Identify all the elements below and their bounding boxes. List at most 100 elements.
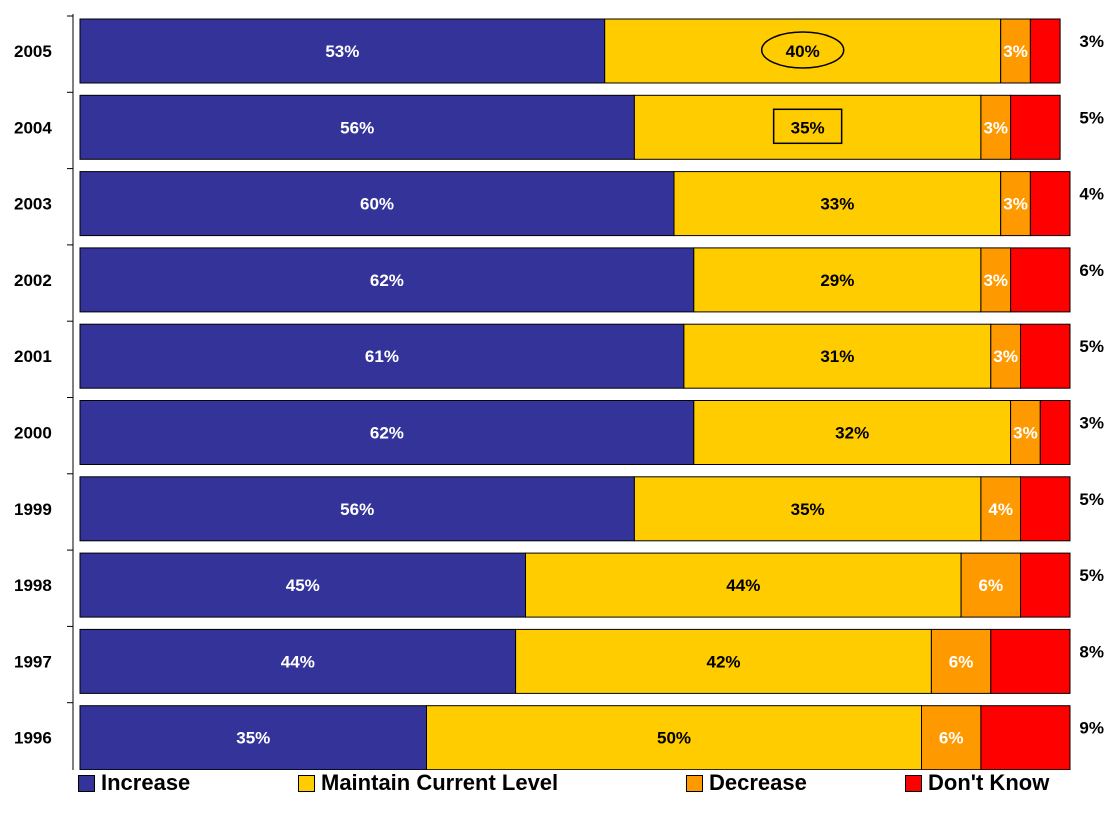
data-label-decrease: 3%: [983, 118, 1008, 137]
data-label-maintain-current-level: 50%: [657, 729, 691, 748]
bar-segment-increase: [79, 628, 517, 694]
bar-segment-decrease: [960, 552, 1021, 618]
legend-item-decrease: Decrease: [686, 770, 807, 796]
bar-segment-don-t-know: [1020, 552, 1071, 618]
category-label-2003: 2003: [14, 195, 52, 214]
bar-segment-decrease: [980, 476, 1022, 542]
data-label-increase: 60%: [360, 195, 394, 214]
data-label-increase: 62%: [370, 271, 404, 290]
bar-segment-maintain-current-level: [683, 323, 992, 389]
data-label-decrease: 3%: [1003, 195, 1028, 214]
category-label-2004: 2004: [14, 118, 52, 137]
data-label-don-t-know: 3%: [1079, 32, 1104, 51]
bar-segment-increase: [79, 323, 685, 389]
data-label-don-t-know: 5%: [1079, 337, 1104, 356]
data-label-don-t-know: 5%: [1079, 490, 1104, 509]
category-label-2000: 2000: [14, 424, 52, 443]
legend-label: Decrease: [709, 770, 807, 795]
bar-segment-don-t-know: [1029, 171, 1071, 237]
data-label-don-t-know: 9%: [1079, 719, 1104, 738]
legend-item-don-t-know: Don't Know: [905, 770, 1049, 796]
annotation-ellipse: [760, 31, 845, 69]
bar-segment-maintain-current-level: [633, 94, 982, 160]
data-label-decrease: 6%: [949, 652, 974, 671]
legend-label: Maintain Current Level: [321, 770, 559, 795]
data-label-maintain-current-level: 29%: [820, 271, 854, 290]
bar-segment-maintain-current-level: [673, 171, 1002, 237]
data-label-decrease: 4%: [988, 500, 1013, 519]
data-label-decrease: 6%: [939, 729, 964, 748]
data-label-maintain-current-level: 33%: [820, 195, 854, 214]
bar-segment-don-t-know: [1020, 323, 1071, 389]
bar-segment-don-t-know: [1039, 400, 1071, 465]
bar-segment-increase: [79, 476, 635, 542]
bar-segment-maintain-current-level: [525, 552, 962, 618]
data-label-don-t-know: 5%: [1079, 566, 1104, 585]
bar-segment-don-t-know: [990, 628, 1071, 694]
data-label-decrease: 3%: [983, 271, 1008, 290]
data-label-decrease: 3%: [993, 347, 1018, 366]
legend-swatch: [298, 774, 315, 792]
data-label-increase: 44%: [281, 652, 315, 671]
stacked-bar-chart: 2005 53% 40% 3% 3% 2004 56% 35% 3% 5% 2003 60% 33% 3%…: [14, 14, 1104, 770]
data-label-maintain-current-level: 31%: [820, 347, 854, 366]
category-label-2005: 2005: [14, 42, 52, 61]
bar-segment-increase: [79, 705, 427, 770]
data-label-maintain-current-level: 40%: [786, 42, 820, 61]
data-label-increase: 45%: [286, 576, 320, 595]
bar-segment-decrease: [930, 628, 992, 694]
data-label-decrease: 6%: [979, 576, 1004, 595]
bar-segment-decrease: [1010, 400, 1041, 465]
legend: Increase Maintain Current Level Decrease Do…: [0, 770, 1111, 810]
bar-segment-don-t-know: [1010, 247, 1071, 313]
bar-segment-decrease: [990, 323, 1021, 389]
bar-segment-maintain-current-level: [693, 400, 1012, 465]
data-label-maintain-current-level: 32%: [835, 424, 869, 443]
data-label-don-t-know: 6%: [1079, 261, 1104, 280]
legend-item-maintain-current-level: Maintain Current Level: [298, 770, 558, 796]
category-label-1998: 1998: [14, 576, 52, 595]
data-label-maintain-current-level: 35%: [791, 118, 825, 137]
category-label-1997: 1997: [14, 652, 52, 671]
legend-label: Increase: [101, 770, 191, 795]
data-label-maintain-current-level: 44%: [726, 576, 760, 595]
data-label-decrease: 3%: [1013, 424, 1038, 443]
bar-segment-don-t-know: [980, 705, 1071, 770]
category-label-1996: 1996: [14, 729, 52, 748]
bar-segment-don-t-know: [1029, 18, 1061, 84]
bar-segment-maintain-current-level: [515, 628, 932, 694]
data-label-maintain-current-level: 35%: [791, 500, 825, 519]
data-label-increase: 56%: [340, 500, 374, 519]
bar-segment-decrease: [921, 705, 982, 770]
data-label-don-t-know: 8%: [1079, 642, 1104, 661]
legend-swatch: [905, 774, 922, 792]
data-label-don-t-know: 5%: [1079, 108, 1104, 127]
data-label-don-t-know: 4%: [1079, 185, 1104, 204]
data-label-increase: 56%: [340, 118, 374, 137]
legend-swatch: [686, 774, 703, 792]
data-label-increase: 61%: [365, 347, 399, 366]
annotation-rectangle: [772, 108, 843, 145]
bar-segment-maintain-current-level: [604, 18, 1002, 84]
bar-segment-decrease: [1000, 171, 1031, 237]
bar-segment-maintain-current-level: [633, 476, 982, 542]
data-label-increase: 35%: [236, 729, 270, 748]
bar-segment-maintain-current-level: [693, 247, 982, 313]
bar-segment-increase: [79, 171, 675, 237]
legend-item-increase: Increase: [78, 770, 190, 796]
category-label-2001: 2001: [14, 347, 52, 366]
data-label-increase: 62%: [370, 424, 404, 443]
legend-swatch: [78, 774, 95, 792]
data-label-maintain-current-level: 42%: [706, 652, 740, 671]
bar-segment-increase: [79, 400, 695, 465]
bar-segment-increase: [79, 552, 526, 618]
bar-segment-don-t-know: [1020, 476, 1071, 542]
data-label-don-t-know: 3%: [1079, 414, 1104, 433]
bar-segment-increase: [79, 18, 606, 84]
category-label-1999: 1999: [14, 500, 52, 519]
data-label-increase: 53%: [325, 42, 359, 61]
category-label-2002: 2002: [14, 271, 52, 290]
legend-label: Don't Know: [928, 770, 1050, 795]
data-label-decrease: 3%: [1003, 42, 1028, 61]
bar-segment-don-t-know: [1010, 94, 1061, 160]
